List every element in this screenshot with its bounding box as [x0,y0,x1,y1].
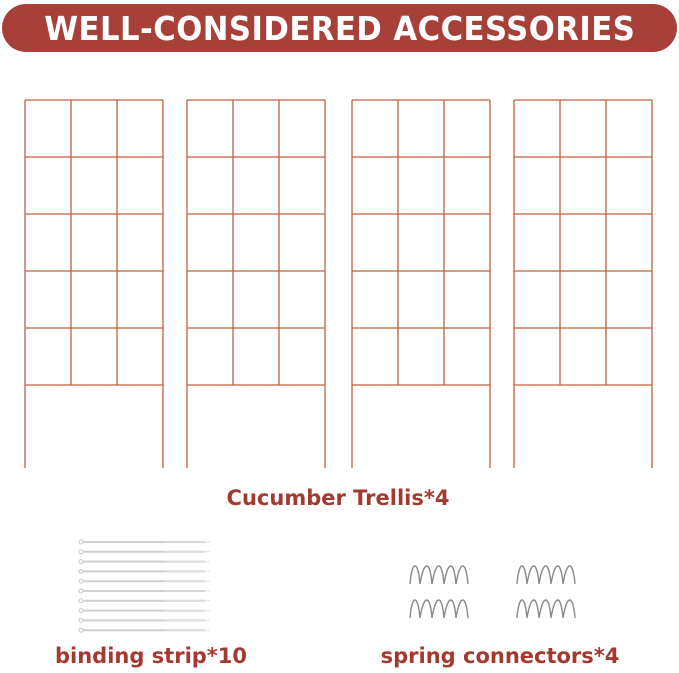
spring-connector [409,599,469,619]
binding-strip [78,539,210,545]
trellis-panel [351,99,491,468]
trellis-label: Cucumber Trellis*4 [226,486,450,510]
binding-strip [78,608,210,614]
spring-connector [516,565,576,585]
binding-strip [78,598,210,604]
spring-connector [516,599,576,619]
binding-strip [78,559,210,565]
trellis-panel [513,99,653,468]
binding-strip [78,549,210,555]
binding-strip [78,578,210,584]
binding-strip [78,588,210,594]
page-title: WELL-CONSIDERED ACCESSORIES [43,8,636,48]
binding-strip-label: binding strip*10 [54,644,248,668]
binding-strip [78,617,210,623]
binding-strip [78,568,210,574]
spring-connectors-label: spring connectors*4 [380,644,620,668]
binding-strip [78,627,210,633]
trellis-panel [186,99,326,468]
header-banner: WELL-CONSIDERED ACCESSORIES [2,4,677,52]
trellis-panel [24,99,164,468]
spring-connector [409,565,469,585]
